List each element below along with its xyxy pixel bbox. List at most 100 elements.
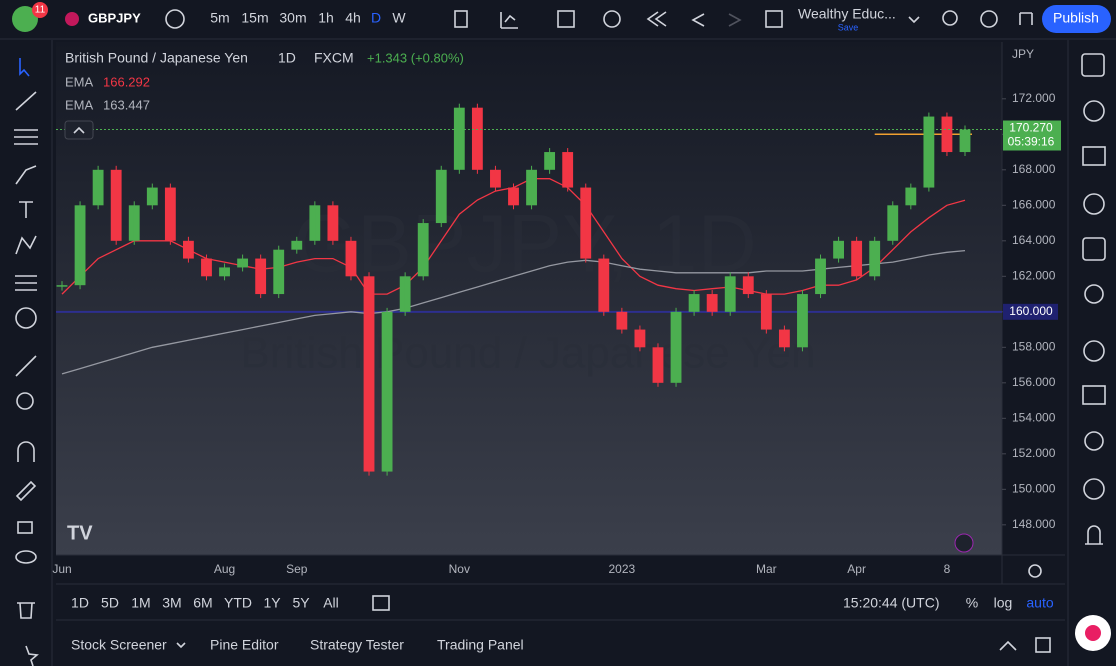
publish-button[interactable] [1042, 5, 1111, 33]
lock-tool[interactable] [17, 521, 33, 534]
scale-option[interactable]: % [966, 595, 978, 611]
y-tick-label: 172.000 [1012, 91, 1056, 105]
legend-source: FXCM [314, 50, 354, 66]
badge [32, 2, 48, 18]
symbol[interactable]: GBPJPY [88, 10, 141, 25]
emoji-tool[interactable] [15, 307, 37, 329]
undo[interactable] [691, 13, 705, 27]
x-tick-label: Apr [847, 562, 866, 576]
legend-title: British Pound / Japanese Yen [65, 50, 248, 66]
y-tick-label: 162.000 [1012, 268, 1056, 282]
x-tick-label: Mar [756, 562, 777, 576]
alert[interactable] [603, 10, 621, 28]
pattern-tool[interactable] [15, 235, 37, 255]
text-tool[interactable] [19, 201, 33, 218]
scale-option[interactable]: log [994, 595, 1013, 611]
interval[interactable]: 4h [345, 10, 361, 26]
panel-tab[interactable]: Pine Editor [210, 637, 279, 653]
chats[interactable] [1082, 385, 1106, 405]
panel-fullscreen[interactable] [1035, 637, 1051, 653]
watermark-symbol: GBPJPY, 1D [293, 199, 756, 290]
publish-label[interactable]: Publish [1053, 10, 1099, 26]
range-button[interactable]: 5D [101, 595, 119, 611]
date-range[interactable] [372, 595, 390, 611]
layout-name[interactable]: Wealthy Educ... [798, 6, 896, 22]
replay[interactable] [646, 11, 667, 27]
watchlist[interactable] [1081, 53, 1105, 77]
playback[interactable] [1083, 478, 1105, 500]
panel-tab[interactable]: Trading Panel [437, 637, 524, 653]
y-tick-label: 166.000 [1012, 197, 1056, 211]
range-button[interactable]: YTD [224, 595, 252, 611]
alerts[interactable] [1083, 100, 1105, 122]
interval[interactable]: 15m [241, 10, 268, 26]
forecast-tool[interactable] [15, 275, 37, 291]
flag [65, 12, 79, 26]
chart-type[interactable] [454, 10, 468, 28]
brush-tool[interactable] [15, 165, 37, 185]
ema-line [61, 249, 966, 375]
range-button[interactable]: 3M [162, 595, 181, 611]
zoom-tool[interactable] [16, 392, 34, 410]
time-settings[interactable] [1028, 564, 1042, 578]
y-tick-label: 154.000 [1012, 410, 1056, 424]
y-tick-label: 158.000 [1012, 339, 1056, 353]
save[interactable]: Save [838, 22, 859, 32]
line-tool[interactable] [15, 91, 37, 111]
hotlists[interactable] [1083, 193, 1105, 215]
range-button[interactable]: All [323, 595, 339, 611]
news[interactable] [1082, 146, 1106, 166]
interval[interactable]: 5m [210, 10, 229, 26]
snapshot-box[interactable] [765, 10, 783, 28]
ideas[interactable] [1084, 284, 1104, 304]
legend-change: +1.343 (+0.80%) [367, 50, 464, 65]
redo [728, 13, 742, 27]
streams[interactable] [1083, 340, 1105, 362]
notifications[interactable] [1085, 525, 1103, 545]
bottom-bar: 15:20:44 (UTC) 1D 5D 1M 3M 6M YTD 1Y 5Y All% log a… [56, 595, 1065, 621]
interval[interactable]: 30m [279, 10, 306, 26]
left-toolbar [14, 40, 53, 666]
y-tick-label: 152.000 [1012, 446, 1056, 460]
collapse-legend[interactable] [64, 120, 94, 140]
range-button[interactable]: 1Y [263, 595, 281, 611]
layouts[interactable] [557, 10, 575, 28]
favorites[interactable] [25, 645, 39, 666]
settings[interactable] [980, 10, 998, 28]
panel-tab[interactable]: Strategy Tester [310, 637, 404, 653]
layout-menu[interactable] [908, 16, 920, 24]
tab-menu[interactable] [176, 642, 186, 649]
range-button[interactable]: 5Y [292, 595, 310, 611]
panel-tab[interactable]: Stock Screener [71, 637, 167, 653]
currency[interactable]: JPY [1012, 47, 1034, 61]
interval[interactable]: 1h [318, 10, 334, 26]
lock-drawing[interactable] [15, 480, 37, 502]
scale-option[interactable]: auto [1026, 595, 1053, 611]
price-badge [1003, 120, 1061, 151]
fullscreen[interactable] [1019, 12, 1033, 25]
calendar[interactable] [1082, 237, 1106, 261]
magnet-tool[interactable] [17, 441, 35, 462]
range-button[interactable]: 1M [131, 595, 150, 611]
fib-tool[interactable] [14, 129, 38, 145]
legend-ema-value: 166.292 [103, 74, 150, 89]
chart-pane[interactable] [56, 42, 1002, 555]
range-button[interactable]: 1D [71, 595, 89, 611]
search[interactable] [942, 10, 958, 26]
add-symbol[interactable] [165, 9, 185, 29]
interval[interactable]: W [392, 10, 406, 26]
range-button[interactable]: 6M [193, 595, 212, 611]
delete-tool[interactable] [17, 602, 35, 619]
indicators[interactable] [500, 12, 518, 29]
cursor-tool[interactable] [19, 58, 30, 77]
level-label: 160.000 [1009, 304, 1053, 318]
measure-tool[interactable] [15, 355, 37, 377]
hide-tool[interactable] [15, 550, 37, 564]
events-icon[interactable] [954, 533, 974, 553]
tips[interactable] [1084, 431, 1104, 451]
legend-ema: EMA [65, 97, 94, 112]
logo[interactable] [12, 6, 38, 32]
maximize-panel[interactable] [999, 640, 1017, 651]
interval[interactable]: D [371, 10, 381, 26]
clock[interactable]: 15:20:44 (UTC) [843, 595, 939, 611]
